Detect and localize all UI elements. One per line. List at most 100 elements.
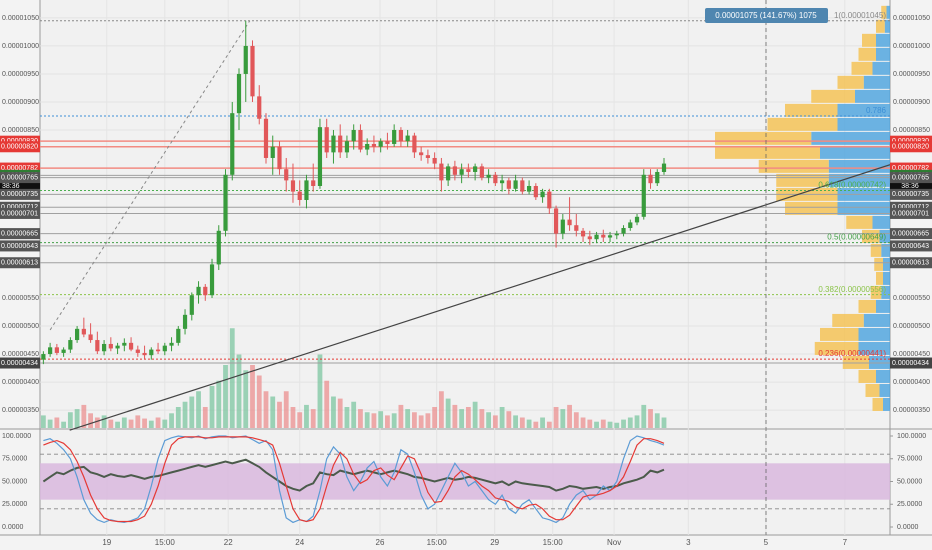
volume-profile-up [870,285,882,299]
plot-area [40,0,890,535]
candle-body [128,342,134,350]
volume-bar [412,412,417,428]
volume-bar [250,365,255,428]
oscillator-tick-label-left: 100.0000 [2,433,31,440]
y-tick-label-left: 0.00000850 [2,127,39,134]
y-tick-label: 0.00000550 [893,295,930,302]
volume-bar [654,413,660,428]
y-tick-label-left: 0.00001050 [2,15,39,22]
candle-body [344,141,350,153]
volume-profile-up [858,47,876,61]
volume-profile-down [858,341,890,355]
candle-body [371,143,377,147]
x-tick-label: 15:00 [155,538,176,547]
oscillator-tick-label: 0.0000 [897,524,919,531]
candle-body [661,163,667,172]
candle-body [189,295,194,315]
volume-bar [128,419,134,428]
volume-profile-up [832,313,864,327]
volume-profile-down [837,201,890,215]
level-box [890,357,932,369]
candle-body [277,146,282,170]
volume-profile-down [886,5,890,19]
volume-bar [337,398,343,428]
volume-bar [432,407,438,428]
candle-body [250,45,255,97]
volume-bar [236,354,242,428]
volume-profile-down [863,75,890,89]
volume-bar [438,391,444,428]
volume-bar [405,409,411,428]
countdown-box [890,180,932,192]
volume-profile-down [883,397,890,411]
volume-bar [196,391,201,428]
candle-body [466,169,471,172]
volume-bar [263,391,269,428]
candle-body [500,180,505,184]
x-tick-label: 19 [102,538,111,547]
volume-profile-up [865,383,880,397]
candle-body [324,127,329,153]
volume-profile-down [879,383,890,397]
level-label: 0.00000712 [892,204,929,211]
volume-bar [67,412,73,428]
volume-bar [243,370,249,428]
candle-body [648,174,653,184]
volume-bar [385,415,390,428]
candle-body [547,191,552,209]
candle-body [243,45,248,74]
candle-body [311,180,316,186]
candle-body [196,286,201,296]
candle-body [115,345,120,349]
level-box [890,207,932,219]
candle-body [419,152,424,156]
candle-body [182,314,188,329]
level-label-left: 0.00000765 [1,174,38,181]
candle-body [331,135,336,153]
level-label: 0.00000643 [892,243,929,250]
volume-bar [81,404,87,428]
volume-profile-up [858,369,876,383]
volume-profile-up [870,243,882,257]
candle-body [385,141,390,144]
oscillator-tick-label-left: 50.0000 [2,478,27,485]
volume-profile-down [855,89,890,103]
level-box [890,162,932,174]
volume-profile-up [715,145,820,159]
volume-profile-up [876,271,883,285]
level-box [890,201,932,213]
level-box-left [0,162,40,174]
level-label-left: 0.00000665 [1,230,38,237]
candle-body [155,349,161,352]
volume-profile-up [837,75,864,89]
level-box [890,141,932,153]
candle-body [270,146,275,158]
y-tick-label: 0.00000850 [893,127,930,134]
level-label: 0.00000613 [892,260,929,267]
candle-body [526,185,532,192]
volume-bar [553,407,559,428]
volume-profile-up [872,397,883,411]
volume-bar [459,409,465,428]
candle-body [473,166,478,172]
candle-body [479,166,484,178]
y-tick-label-left: 0.00001000 [2,43,39,50]
y-tick-label: 0.00000900 [893,99,930,106]
candle-body [135,349,140,353]
volume-bar [445,398,451,428]
volume-bar [155,417,161,428]
volume-bar [627,417,633,428]
candle-body [54,347,59,353]
volume-bar [61,421,67,428]
candle-body [621,228,626,234]
volume-profile-down [837,103,890,117]
candle-body [88,334,93,341]
candle-body [560,219,565,234]
volume-bar [358,409,363,428]
candle-body [378,141,383,147]
candle-body [162,345,167,352]
volume-bar [175,407,181,428]
volume-profile-down [884,19,890,33]
countdown-left: 38:36 [2,183,20,190]
